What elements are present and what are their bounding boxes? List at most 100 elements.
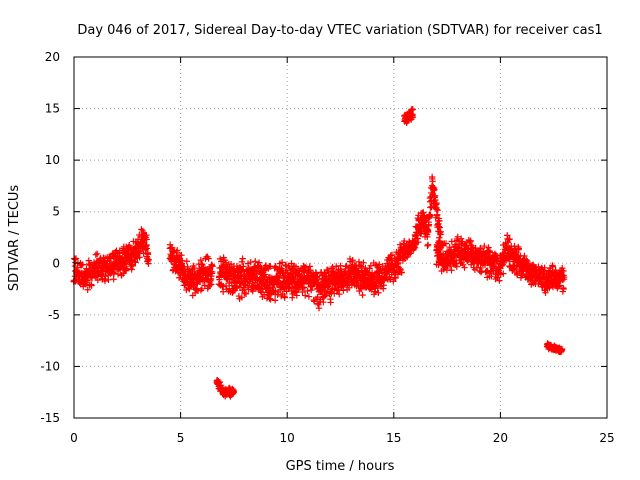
x-tick-label: 0 xyxy=(70,431,78,445)
data-point xyxy=(336,290,343,298)
data-point xyxy=(197,256,205,264)
data-point xyxy=(84,286,91,293)
data-point xyxy=(359,291,366,299)
data-point xyxy=(515,245,523,252)
data-point xyxy=(504,239,512,246)
data-point xyxy=(506,235,513,243)
data-point xyxy=(409,113,417,121)
data-point xyxy=(376,261,383,268)
data-point xyxy=(242,290,250,297)
data-point xyxy=(424,242,431,250)
data-point xyxy=(496,277,503,284)
data-point xyxy=(92,273,100,281)
data-point xyxy=(409,106,417,113)
data-point xyxy=(322,270,329,277)
y-tick-label: -15 xyxy=(40,411,60,425)
data-point xyxy=(138,226,145,233)
data-point xyxy=(269,284,276,291)
data-point xyxy=(238,258,246,266)
plot-frame xyxy=(73,56,608,419)
data-point xyxy=(349,257,356,264)
data-point xyxy=(301,292,309,299)
data-point xyxy=(546,284,553,292)
y-tick-label: -10 xyxy=(40,359,60,373)
grid xyxy=(74,57,607,418)
data-point xyxy=(425,221,433,228)
data-point xyxy=(271,297,279,304)
data-point xyxy=(500,250,507,257)
data-point xyxy=(329,263,336,271)
data-point xyxy=(411,244,419,251)
data-point xyxy=(286,284,294,291)
y-tick-labels: -15 -10 -5 0 5 10 15 20 xyxy=(40,50,60,425)
data-point xyxy=(420,212,428,219)
data-point xyxy=(390,278,397,285)
data-point xyxy=(266,295,273,302)
data-point xyxy=(300,284,308,291)
data-point xyxy=(230,388,238,396)
data-point xyxy=(239,255,246,262)
data-point xyxy=(313,274,320,281)
data-point xyxy=(222,259,230,266)
data-point xyxy=(304,287,311,295)
data-point xyxy=(392,274,399,282)
data-point xyxy=(485,244,492,251)
data-point xyxy=(334,286,341,293)
y-tick-label: 10 xyxy=(45,153,60,167)
data-point xyxy=(448,238,456,245)
data-point xyxy=(322,292,329,299)
x-axis-title: GPS time / hours xyxy=(286,459,395,474)
data-point xyxy=(178,251,185,259)
data-point xyxy=(435,223,443,230)
data-point xyxy=(198,285,206,293)
data-point xyxy=(255,284,262,291)
y-tick-label: 15 xyxy=(45,102,60,116)
data-point xyxy=(88,282,95,289)
data-point xyxy=(315,304,323,312)
data-point xyxy=(110,276,117,283)
data-point xyxy=(436,224,443,231)
data-point xyxy=(345,284,353,292)
data-point xyxy=(436,217,443,224)
data-point xyxy=(519,271,526,279)
x-tick-label: 25 xyxy=(599,431,614,445)
data-point xyxy=(190,264,198,272)
data-point xyxy=(388,251,396,259)
data-point xyxy=(321,293,328,300)
data-point xyxy=(454,233,461,241)
data-point xyxy=(400,254,408,262)
data-point xyxy=(315,301,322,308)
x-tick-label: 15 xyxy=(386,431,401,445)
data-point xyxy=(355,258,363,265)
data-point xyxy=(208,270,216,277)
data-point xyxy=(435,237,443,245)
data-point xyxy=(94,276,102,284)
data-point xyxy=(308,286,315,294)
data-point xyxy=(426,212,434,220)
data-point xyxy=(281,294,288,301)
data-point xyxy=(442,240,450,247)
data-point xyxy=(111,251,118,259)
data-point xyxy=(398,269,405,276)
y-tick-label: -5 xyxy=(48,308,60,322)
data-point xyxy=(209,262,216,270)
data-points xyxy=(70,106,568,400)
data-point xyxy=(143,236,150,243)
data-point xyxy=(560,285,567,293)
data-point xyxy=(205,272,212,279)
data-point xyxy=(307,267,314,274)
data-point xyxy=(238,294,246,301)
data-point xyxy=(431,186,438,193)
data-point xyxy=(334,287,342,294)
data-point xyxy=(357,285,365,293)
data-point xyxy=(375,289,382,296)
data-point xyxy=(205,255,212,262)
data-point xyxy=(143,245,150,252)
data-point xyxy=(500,270,507,277)
data-point xyxy=(333,263,340,270)
data-point xyxy=(106,255,114,262)
data-point xyxy=(340,287,347,294)
data-point xyxy=(459,261,467,269)
